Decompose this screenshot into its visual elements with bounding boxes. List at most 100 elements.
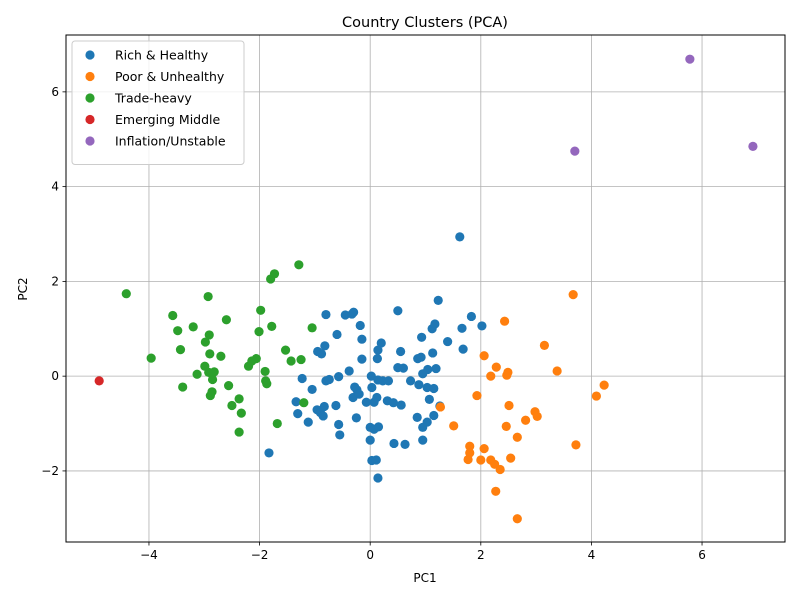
data-point — [479, 351, 489, 361]
data-point — [168, 310, 178, 321]
data-point — [224, 381, 234, 391]
data-point — [552, 366, 562, 376]
data-point — [465, 441, 475, 451]
data-point — [316, 349, 327, 359]
data-point — [204, 367, 214, 377]
series-trade-heavy — [121, 260, 317, 437]
data-point — [204, 330, 214, 340]
data-point — [256, 305, 266, 315]
series-emerging-middle — [94, 376, 104, 386]
data-point — [354, 389, 364, 399]
data-point — [388, 398, 399, 408]
data-point — [416, 352, 426, 362]
y-tick-label: −2 — [41, 464, 59, 478]
legend-label: Rich & Healthy — [115, 48, 209, 63]
data-point — [357, 334, 367, 344]
data-point — [504, 400, 514, 411]
data-point — [431, 363, 441, 374]
y-tick-label: 4 — [51, 180, 59, 194]
data-point — [291, 397, 301, 407]
data-point — [299, 398, 309, 408]
data-point — [357, 354, 367, 364]
y-tick-label: 2 — [51, 274, 59, 288]
data-point — [205, 349, 215, 359]
data-point — [307, 384, 317, 395]
data-point — [146, 353, 156, 363]
data-point — [372, 354, 382, 364]
data-point — [429, 383, 439, 394]
data-point — [428, 348, 438, 358]
data-point — [94, 376, 104, 386]
legend-item: Trade-heavy — [85, 91, 192, 106]
data-point — [383, 376, 394, 386]
data-point — [286, 356, 296, 366]
data-point — [296, 354, 306, 365]
data-point — [178, 382, 188, 392]
data-point — [234, 427, 244, 437]
data-point — [591, 391, 602, 401]
data-point — [332, 329, 342, 340]
data-point — [367, 382, 377, 393]
data-point — [429, 410, 439, 421]
data-point — [512, 432, 522, 442]
data-point — [491, 362, 501, 372]
x-tick-label: 2 — [477, 548, 485, 562]
data-point — [303, 417, 313, 427]
data-point — [376, 338, 386, 348]
x-axis-label: PC1 — [413, 571, 436, 585]
data-point — [227, 400, 237, 411]
data-point — [463, 454, 473, 465]
data-point — [418, 435, 428, 445]
legend-item: Rich & Healthy — [85, 48, 209, 63]
data-point — [435, 402, 446, 412]
data-point — [371, 455, 381, 465]
legend-item: Emerging Middle — [85, 112, 221, 127]
data-point — [457, 323, 467, 333]
y-tick-label: 6 — [51, 85, 59, 99]
data-point — [355, 320, 365, 331]
data-point — [455, 232, 465, 242]
data-point — [414, 380, 424, 390]
y-tick-label: 0 — [51, 369, 59, 383]
data-point — [173, 326, 183, 336]
legend-item: Poor & Unhealthy — [85, 69, 225, 84]
data-point — [433, 295, 443, 305]
x-tick-label: −4 — [140, 548, 158, 562]
data-point — [503, 367, 513, 377]
data-point — [369, 397, 379, 407]
data-points — [94, 54, 758, 524]
data-point — [267, 321, 277, 332]
data-point — [495, 464, 505, 475]
data-point — [568, 290, 578, 300]
data-point — [347, 309, 357, 319]
data-point — [234, 394, 244, 404]
data-point — [264, 448, 274, 458]
data-point — [351, 413, 361, 423]
data-point — [307, 323, 317, 333]
data-point — [280, 345, 291, 355]
x-tick-label: 0 — [366, 548, 374, 562]
data-point — [532, 411, 542, 422]
data-point — [539, 340, 550, 350]
data-point — [294, 260, 304, 270]
data-point — [476, 455, 486, 465]
data-point — [472, 390, 482, 401]
data-point — [570, 146, 580, 156]
data-point — [331, 400, 341, 411]
data-point — [297, 373, 307, 384]
legend-marker — [85, 50, 95, 60]
data-point — [293, 408, 303, 419]
data-point — [334, 372, 344, 382]
data-point — [175, 345, 186, 355]
data-point — [389, 438, 399, 449]
data-point — [365, 435, 375, 445]
series-inflation-unstable — [570, 54, 758, 156]
data-point — [491, 486, 501, 496]
data-point — [449, 421, 459, 431]
data-point — [506, 453, 516, 463]
x-tick-label: 4 — [588, 548, 596, 562]
data-point — [393, 306, 403, 316]
data-point — [205, 390, 215, 401]
data-point — [221, 315, 231, 325]
